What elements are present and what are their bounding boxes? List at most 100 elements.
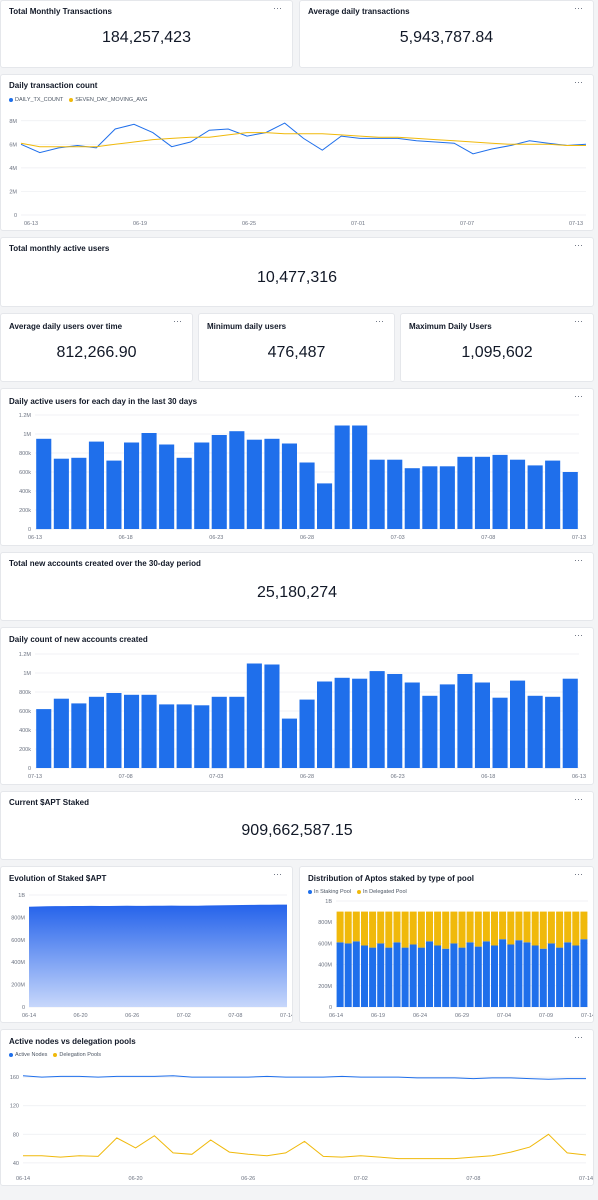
legend-item: In Staking Pool: [308, 889, 351, 895]
bar: [539, 948, 547, 1007]
card-title: Distribution of Aptos staked by type of …: [308, 874, 474, 883]
y-tick-label: 160: [10, 1075, 19, 1081]
bar: [369, 947, 377, 1007]
more-menu-icon[interactable]: ⋯: [375, 316, 384, 326]
bar: [492, 697, 508, 768]
bar: [531, 911, 539, 946]
card-title: Current $APT Staked: [9, 798, 90, 807]
more-menu-icon[interactable]: ⋯: [574, 316, 583, 326]
y-tick-label: 400k: [19, 489, 31, 495]
x-tick-label: 07-02: [354, 1176, 368, 1182]
bar: [246, 663, 262, 768]
kpi-value: 909,662,587.15: [241, 822, 353, 839]
more-menu-icon[interactable]: ⋯: [173, 316, 182, 326]
x-tick-label: 06-14: [329, 1013, 343, 1019]
y-tick-label: 800M: [318, 920, 332, 926]
bar: [507, 911, 515, 945]
kpi-value: 476,487: [267, 344, 326, 361]
more-menu-icon[interactable]: ⋯: [574, 555, 583, 565]
bar: [458, 911, 466, 948]
bar: [336, 942, 344, 1007]
more-menu-icon[interactable]: ⋯: [574, 240, 583, 250]
y-tick-label: 1B: [18, 893, 25, 899]
bar: [71, 457, 87, 530]
bar: [482, 941, 490, 1007]
legend-label: Active Nodes: [15, 1052, 48, 1058]
more-menu-icon[interactable]: ⋯: [574, 391, 583, 401]
x-tick-label: 07-02: [177, 1013, 191, 1019]
y-tick-label: 800k: [19, 690, 31, 696]
bar: [404, 468, 420, 529]
x-tick-label: 07-14: [280, 1013, 292, 1019]
bar: [417, 947, 425, 1007]
x-tick-label: 06-25: [242, 221, 256, 227]
x-tick-label: 06-18: [481, 774, 495, 780]
x-tick-label: 06-19: [133, 221, 147, 227]
bar: [556, 947, 564, 1007]
daily-transaction-count-card: Daily transaction count ⋯ DAILY_TX_COUNT…: [0, 74, 594, 231]
legend-label: SEVEN_DAY_MOVING_AVG: [75, 97, 148, 103]
minimum-daily-users-card: Minimum daily users ⋯ 476,487: [198, 313, 395, 382]
y-tick-label: 400M: [318, 963, 332, 969]
legend-label: Delegation Pools: [59, 1052, 101, 1058]
legend-item: DAILY_TX_COUNT: [9, 97, 63, 103]
x-tick-label: 06-23: [209, 535, 223, 541]
x-tick-label: 07-08: [466, 1176, 480, 1182]
bar: [442, 911, 450, 949]
bar: [404, 682, 420, 768]
more-menu-icon[interactable]: ⋯: [574, 630, 583, 640]
more-menu-icon[interactable]: ⋯: [574, 1032, 583, 1042]
bar: [317, 483, 333, 529]
bar: [442, 948, 450, 1007]
y-tick-label: 1M: [23, 432, 31, 438]
bar: [572, 911, 580, 946]
bar: [556, 911, 564, 948]
bar: [401, 947, 409, 1007]
daily-active-users-chart: 0 200k 400k 600k 800k 1M 1.2M 06-13 06-18 06-23 06…: [19, 413, 586, 541]
daily-new-accounts-card: Daily count of new accounts created ⋯ 0 2…: [0, 627, 594, 785]
x-tick-label: 07-14: [579, 1176, 593, 1182]
card-title: Minimum daily users: [207, 322, 287, 331]
bar: [334, 677, 350, 769]
bar: [492, 454, 508, 529]
more-menu-icon[interactable]: ⋯: [574, 3, 583, 13]
bar: [510, 680, 526, 768]
bar: [515, 940, 523, 1007]
x-tick-label: 06-14: [16, 1176, 30, 1182]
more-menu-icon[interactable]: ⋯: [574, 869, 583, 879]
y-tick-label: 80: [13, 1132, 19, 1138]
more-menu-icon[interactable]: ⋯: [574, 77, 583, 87]
bar: [499, 911, 507, 940]
card-title: Daily active users for each day in the l…: [9, 397, 198, 406]
bar: [352, 425, 368, 529]
x-tick-label: 07-04: [497, 1013, 511, 1019]
bar: [36, 438, 52, 530]
kpi-value: 184,257,423: [102, 29, 191, 46]
bar: [344, 911, 352, 944]
bar: [264, 438, 280, 530]
bar: [515, 911, 523, 941]
y-tick-label: 2M: [9, 189, 17, 195]
legend-swatch: [357, 889, 361, 894]
nodes-vs-pools-chart: 40 80 120 160 06-14 06-20 06-26 07-02 07-08 07-14: [10, 1075, 593, 1182]
bar: [361, 945, 368, 1007]
y-tick-label: 4M: [9, 166, 17, 172]
chart-legend: In Staking Pool In Delegated Pool: [308, 889, 413, 895]
x-tick-label: 07-14: [581, 1013, 593, 1019]
current-apt-staked-card: Current $APT Staked ⋯ 909,662,587.15: [0, 791, 594, 860]
bar: [491, 945, 498, 1007]
bar: [53, 458, 69, 529]
card-title: Maximum Daily Users: [409, 322, 492, 331]
more-menu-icon[interactable]: ⋯: [273, 3, 282, 13]
x-tick-label: 07-13: [572, 535, 586, 541]
bar: [450, 911, 458, 944]
daily-new-accounts-chart: 0 200k 400k 600k 800k 1M 1.2M 07-13 07-08 07-03 06…: [19, 652, 586, 780]
bar: [352, 941, 360, 1007]
x-tick-label: 07-08: [481, 535, 495, 541]
bar: [377, 943, 385, 1007]
legend-label: In Delegated Pool: [363, 889, 407, 895]
more-menu-icon[interactable]: ⋯: [273, 869, 282, 879]
more-menu-icon[interactable]: ⋯: [574, 794, 583, 804]
kpi-value: 25,180,274: [256, 584, 338, 601]
bar: [385, 911, 393, 948]
